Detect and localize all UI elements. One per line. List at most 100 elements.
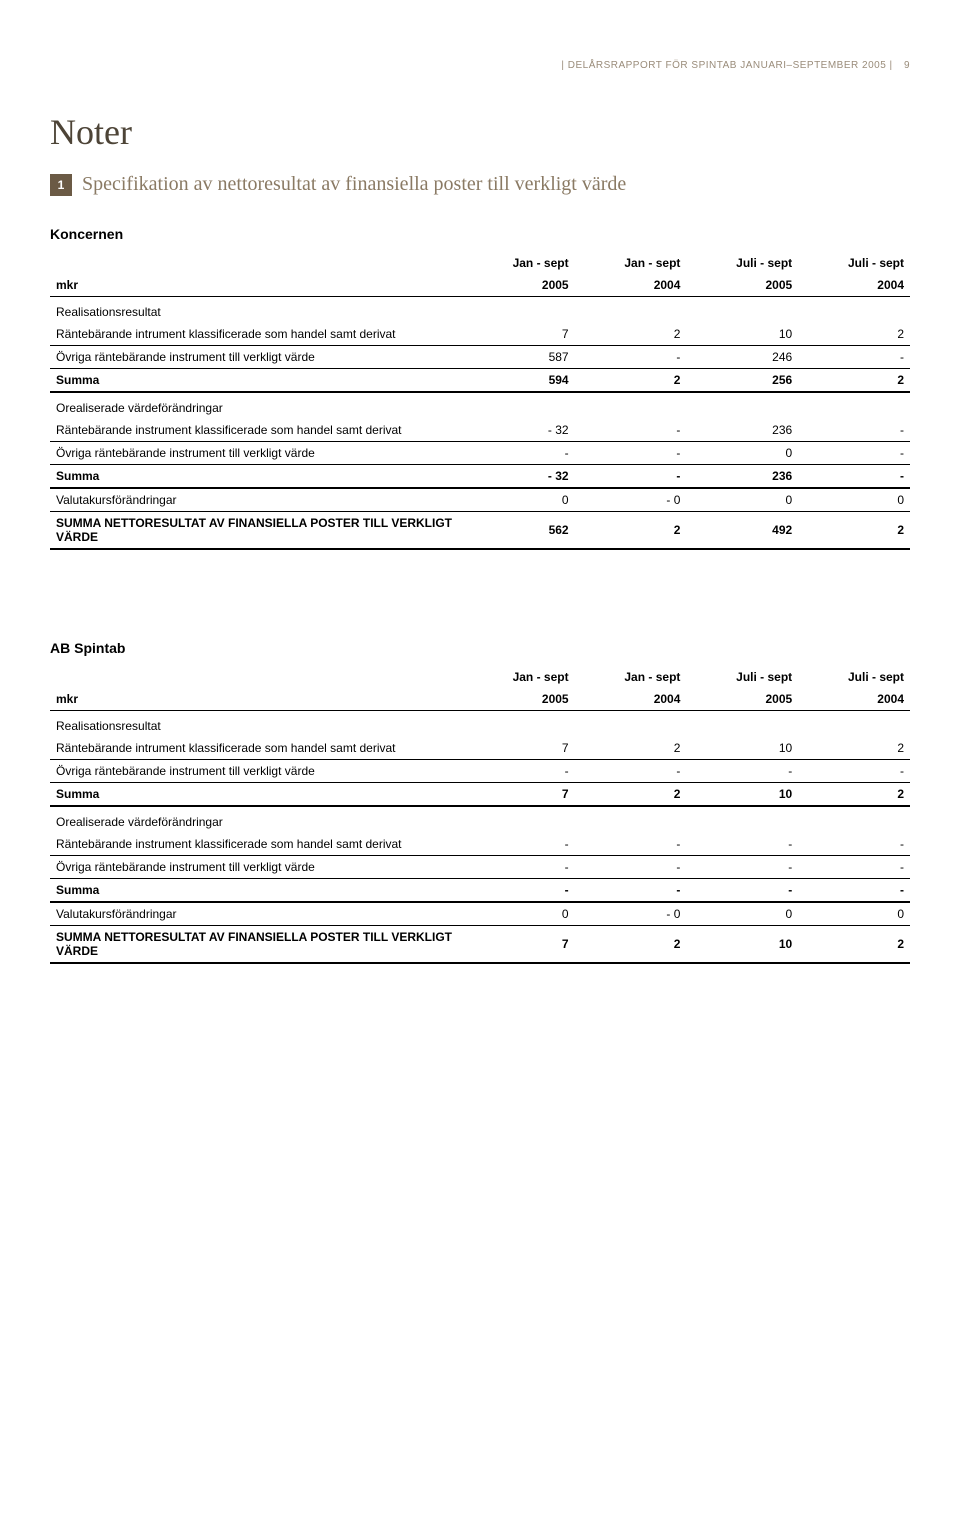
cell: 594 — [463, 369, 575, 393]
cell: - — [798, 465, 910, 489]
cell: - — [575, 419, 687, 442]
row-label: Räntebärande instrument klassificerade s… — [50, 419, 463, 442]
col-unit: mkr — [50, 274, 463, 297]
row-label: Räntebärande intrument klassificerade so… — [50, 323, 463, 346]
cell: 2 — [575, 369, 687, 393]
cell: - — [463, 879, 575, 903]
cell: 2 — [575, 737, 687, 760]
note-badge: 1 — [50, 174, 72, 196]
cell: 492 — [686, 512, 798, 550]
cell: - — [686, 879, 798, 903]
main-title: Noter — [50, 111, 910, 153]
col-year: 2005 — [686, 274, 798, 297]
cell: - — [575, 856, 687, 879]
row-label: Valutakursförändringar — [50, 902, 463, 926]
cell: 2 — [798, 737, 910, 760]
row-label: Övriga räntebärande instrument till verk… — [50, 346, 463, 369]
cell: 236 — [686, 419, 798, 442]
cell: - 32 — [463, 419, 575, 442]
cell: - — [575, 465, 687, 489]
col-period: Juli - sept — [686, 666, 798, 688]
cell: 7 — [463, 323, 575, 346]
cell: 562 — [463, 512, 575, 550]
cell: 2 — [575, 323, 687, 346]
col-period: Jan - sept — [463, 666, 575, 688]
col-year: 2004 — [798, 274, 910, 297]
cell: 0 — [686, 488, 798, 512]
note-heading: 1 Specifikation av nettoresultat av fina… — [50, 173, 910, 196]
cell: 10 — [686, 737, 798, 760]
row-label: Summa — [50, 465, 463, 489]
cell: 10 — [686, 323, 798, 346]
cell: - 0 — [575, 488, 687, 512]
cell: 256 — [686, 369, 798, 393]
row-label: Realisationsresultat — [50, 297, 910, 324]
cell: - — [575, 442, 687, 465]
cell: 2 — [798, 369, 910, 393]
cell: 0 — [463, 488, 575, 512]
cell: 2 — [575, 783, 687, 807]
row-label: Realisationsresultat — [50, 711, 910, 738]
cell: 0 — [686, 902, 798, 926]
row-label: Övriga räntebärande instrument till verk… — [50, 760, 463, 783]
cell: 7 — [463, 926, 575, 964]
cell: 236 — [686, 465, 798, 489]
page-number: 9 — [904, 60, 910, 71]
cell: - — [575, 346, 687, 369]
cell: 7 — [463, 783, 575, 807]
header-text: | DELÅRSRAPPORT FÖR SPINTAB JANUARI–SEPT… — [561, 60, 892, 71]
col-year: 2005 — [463, 274, 575, 297]
cell: - 0 — [575, 902, 687, 926]
row-label: SUMMA NETTORESULTAT AV FINANSIELLA POSTE… — [50, 512, 463, 550]
cell: - — [798, 856, 910, 879]
col-year: 2005 — [686, 688, 798, 711]
col-year: 2004 — [575, 688, 687, 711]
cell: 587 — [463, 346, 575, 369]
cell: 2 — [798, 512, 910, 550]
cell: - 32 — [463, 465, 575, 489]
col-period: Juli - sept — [798, 666, 910, 688]
cell: 2 — [575, 926, 687, 964]
col-year: 2005 — [463, 688, 575, 711]
table-abspintab: Jan - sept Jan - sept Juli - sept Juli -… — [50, 666, 910, 964]
cell: 246 — [686, 346, 798, 369]
section-title-koncernen: Koncernen — [50, 226, 910, 242]
col-period: Jan - sept — [575, 666, 687, 688]
table-koncernen: Jan - sept Jan - sept Juli - sept Juli -… — [50, 252, 910, 550]
cell: - — [575, 760, 687, 783]
cell: 2 — [798, 323, 910, 346]
row-label: Övriga räntebärande instrument till verk… — [50, 442, 463, 465]
row-label: SUMMA NETTORESULTAT AV FINANSIELLA POSTE… — [50, 926, 463, 964]
col-period: Juli - sept — [686, 252, 798, 274]
cell: - — [798, 442, 910, 465]
col-unit: mkr — [50, 688, 463, 711]
cell: 0 — [798, 488, 910, 512]
row-label: Summa — [50, 369, 463, 393]
cell: - — [686, 760, 798, 783]
cell: - — [686, 833, 798, 856]
col-period: Jan - sept — [463, 252, 575, 274]
cell: - — [798, 879, 910, 903]
cell: - — [463, 856, 575, 879]
page-header: | DELÅRSRAPPORT FÖR SPINTAB JANUARI–SEPT… — [50, 60, 910, 71]
cell: - — [575, 879, 687, 903]
row-label: Summa — [50, 783, 463, 807]
cell: - — [575, 833, 687, 856]
cell: - — [798, 419, 910, 442]
cell: 0 — [463, 902, 575, 926]
cell: - — [463, 442, 575, 465]
row-label: Övriga räntebärande instrument till verk… — [50, 856, 463, 879]
cell: 7 — [463, 737, 575, 760]
cell: 10 — [686, 783, 798, 807]
row-label: Orealiserade värdeförändringar — [50, 806, 910, 833]
section-title-abspintab: AB Spintab — [50, 640, 910, 656]
note-title: Specifikation av nettoresultat av finans… — [82, 173, 626, 196]
cell: 2 — [575, 512, 687, 550]
cell: 0 — [686, 442, 798, 465]
col-period: Jan - sept — [575, 252, 687, 274]
cell: 2 — [798, 783, 910, 807]
cell: 10 — [686, 926, 798, 964]
cell: - — [686, 856, 798, 879]
col-year: 2004 — [575, 274, 687, 297]
row-label: Summa — [50, 879, 463, 903]
